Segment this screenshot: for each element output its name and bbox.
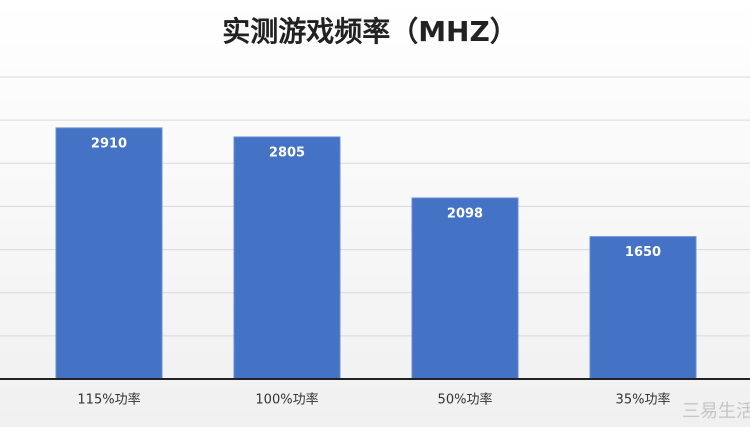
bar	[233, 136, 341, 380]
watermark: 三易生活	[682, 401, 750, 422]
data-label: 1650	[625, 245, 661, 260]
x-tick-label: 35%功率	[616, 392, 671, 408]
data-label: 2098	[447, 206, 483, 221]
x-tick-label: 50%功率	[438, 392, 493, 408]
bar	[55, 127, 163, 380]
chart-title: 实测游戏频率（MHZ）	[222, 15, 518, 48]
bar	[411, 197, 519, 380]
x-tick-label: 115%功率	[77, 392, 140, 408]
bar	[589, 236, 697, 380]
data-label: 2805	[269, 145, 305, 160]
data-label: 2910	[91, 136, 127, 151]
x-tick-label: 100%功率	[255, 392, 318, 408]
